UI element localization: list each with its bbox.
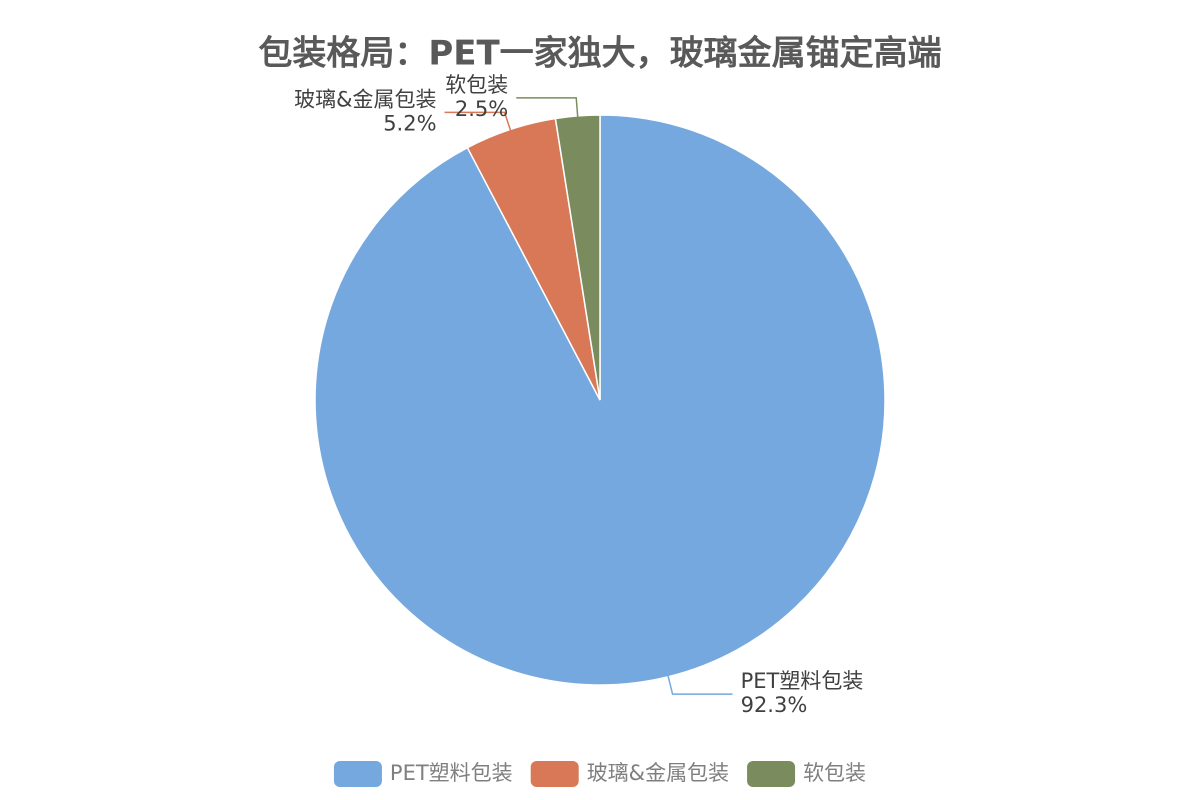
leader-line [444,111,513,134]
value-label: 92.3% [741,693,808,717]
legend-label: 软包装 [803,761,866,785]
value-label: 5.2% [383,111,436,135]
legend-swatch [530,761,579,787]
slice-label: 软包装 [445,73,508,97]
legend-label: PET塑料包装 [390,761,513,785]
leader-line [666,672,733,695]
leader-line [516,97,579,120]
slice-label: PET塑料包装 [741,669,864,693]
slice-label: 玻璃&金属包装 [294,87,436,111]
legend-swatch [333,761,382,787]
value-label: 2.5% [455,97,508,121]
legend-swatch [747,761,796,787]
legend-label: 玻璃&金属包装 [587,761,729,785]
chart-title: 包装格局：PET一家独大，玻璃金属锚定高端 [258,34,941,74]
